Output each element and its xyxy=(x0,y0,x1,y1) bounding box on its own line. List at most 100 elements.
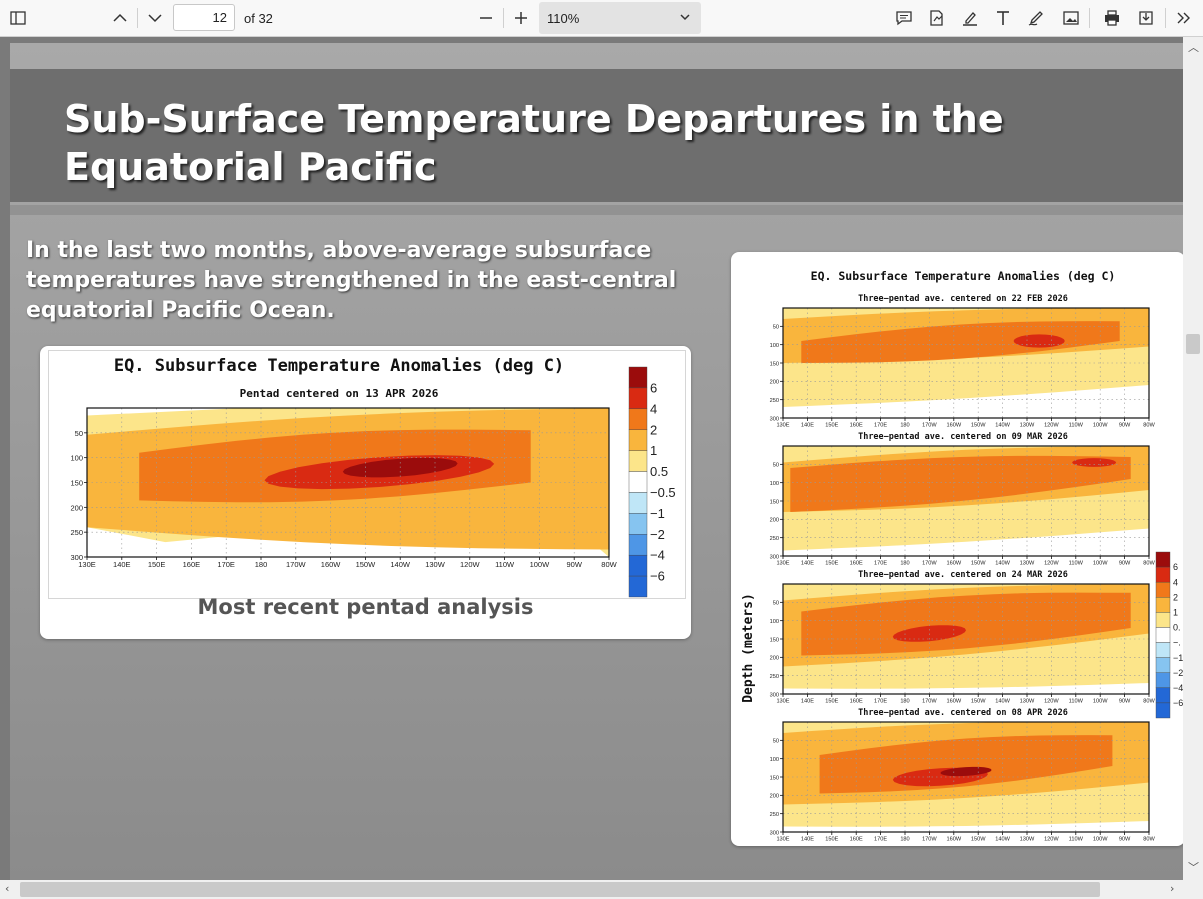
horizontal-scrollbar[interactable]: ‹ › xyxy=(0,880,1203,899)
pentad-anomaly-chart: EQ. Subsurface Temperature Anomalies (de… xyxy=(70,356,676,598)
colorbar-swatch xyxy=(628,492,648,514)
x-tick-label: 180 xyxy=(255,560,268,569)
vertical-scroll-thumb[interactable] xyxy=(1186,334,1200,354)
panel-body xyxy=(783,722,1149,832)
colorbar-swatch xyxy=(628,450,648,472)
scroll-up-icon[interactable]: ︿ xyxy=(1188,41,1199,54)
x-tick-label: 180 xyxy=(900,698,909,704)
anomaly-contour-orange xyxy=(801,592,1131,656)
colorbar-label: −. xyxy=(1173,638,1181,648)
highlight-icon[interactable] xyxy=(957,5,983,31)
colorbar-swatch xyxy=(1155,702,1171,719)
image-icon[interactable] xyxy=(1058,5,1084,31)
x-tick-label: 130E xyxy=(776,422,789,428)
y-tick-label: 300 xyxy=(770,830,779,836)
plus-icon[interactable] xyxy=(508,5,534,31)
sign-icon[interactable] xyxy=(924,5,950,31)
y-tick-label: 200 xyxy=(770,380,779,386)
colorbar-swatch xyxy=(1155,687,1171,704)
x-tick-label: 130W xyxy=(425,560,446,569)
x-tick-label: 170E xyxy=(874,560,887,566)
x-tick-label: 120W xyxy=(1044,836,1059,842)
colorbar-swatch xyxy=(1155,566,1171,583)
scroll-down-icon[interactable]: ﹀ xyxy=(1188,861,1199,874)
more-icon[interactable] xyxy=(1171,5,1197,31)
panel-subtitle: Three−pentad ave. centered on 24 MAR 202… xyxy=(858,570,1068,580)
x-tick-label: 150E xyxy=(825,698,838,704)
page-number-input[interactable] xyxy=(173,4,235,31)
colorbar-label: 4 xyxy=(650,401,657,416)
y-tick-label: 250 xyxy=(770,398,779,404)
x-tick-label: 100W xyxy=(1093,422,1108,428)
x-tick-label: 100W xyxy=(530,560,551,569)
minus-icon[interactable] xyxy=(473,5,499,31)
comment-icon[interactable] xyxy=(891,5,917,31)
x-tick-label: 100W xyxy=(1093,698,1108,704)
x-tick-label: 170W xyxy=(286,560,307,569)
pentad-chart-frame: EQ. Subsurface Temperature Anomalies (de… xyxy=(48,350,686,599)
x-tick-label: 140W xyxy=(995,560,1010,566)
panel-subtitle: Three−pentad ave. centered on 08 APR 202… xyxy=(858,708,1068,718)
y-tick-label: 250 xyxy=(770,674,779,680)
separator xyxy=(137,8,138,28)
vertical-scrollbar[interactable]: ︿ ﹀ xyxy=(1183,37,1203,880)
x-tick-label: 160W xyxy=(946,422,961,428)
panel-subtitle: Three−pentad ave. centered on 22 FEB 202… xyxy=(858,294,1068,304)
x-tick-label: 160E xyxy=(850,698,863,704)
chevron-up-icon[interactable] xyxy=(107,5,133,31)
panel-body xyxy=(783,308,1149,418)
chevron-down-icon[interactable] xyxy=(142,5,168,31)
colorbar-label: 1 xyxy=(650,443,657,458)
x-tick-label: 180 xyxy=(900,422,909,428)
three-pentad-anomaly-chart: EQ. Subsurface Temperature Anomalies (de… xyxy=(741,269,1183,842)
pdf-toolbar: of 32 110% xyxy=(0,0,1203,37)
slide-page: Sub-Surface Temperature Departures in th… xyxy=(10,43,1183,880)
scroll-left-icon[interactable]: ‹ xyxy=(5,882,10,895)
y-tick-label: 150 xyxy=(770,361,779,367)
x-tick-label: 140E xyxy=(801,698,814,704)
text-icon[interactable] xyxy=(990,5,1016,31)
x-tick-label: 140E xyxy=(801,560,814,566)
panel-body xyxy=(87,408,609,557)
x-tick-label: 160W xyxy=(946,560,961,566)
colorbar-swatch xyxy=(1155,627,1171,643)
colorbar-swatch xyxy=(628,534,648,556)
x-tick-label: 130E xyxy=(78,560,96,569)
anomaly-contour-red xyxy=(1072,458,1117,467)
x-tick-label: 130E xyxy=(776,560,789,566)
colorbar-swatch xyxy=(628,471,648,493)
colorbar-swatch xyxy=(1155,551,1171,568)
document-viewport[interactable]: Sub-Surface Temperature Departures in th… xyxy=(0,37,1183,880)
y-tick-label: 250 xyxy=(70,528,83,537)
x-tick-label: 170W xyxy=(922,422,937,428)
x-tick-label: 150W xyxy=(356,560,377,569)
three-pentad-card: EQ. Subsurface Temperature Anomalies (de… xyxy=(731,252,1183,846)
zoom-select[interactable]: 110% xyxy=(539,2,701,34)
y-tick-label: 50 xyxy=(773,601,779,607)
y-tick-label: 150 xyxy=(70,479,83,488)
anomaly-contour-orange xyxy=(819,735,1113,794)
x-tick-label: 150W xyxy=(971,422,986,428)
sidebar-icon[interactable] xyxy=(5,5,31,31)
x-tick-label: 160E xyxy=(850,836,863,842)
colorbar-swatch xyxy=(1155,612,1171,628)
panel-body xyxy=(783,584,1149,694)
x-tick-label: 150W xyxy=(971,698,986,704)
y-tick-label: 200 xyxy=(770,518,779,524)
colorbar: 6 4 2 1 0.5 −0.5 −1 −2 −4 −6 xyxy=(628,366,676,598)
y-tick-label: 50 xyxy=(773,739,779,745)
x-tick-label: 160W xyxy=(321,560,342,569)
panel-subtitle: Three−pentad ave. centered on 09 MAR 202… xyxy=(858,432,1068,442)
x-tick-label: 170E xyxy=(874,698,887,704)
x-tick-label: 170E xyxy=(217,560,235,569)
colorbar-swatch xyxy=(628,554,648,577)
y-tick-label: 50 xyxy=(75,429,83,438)
y-tick-label: 150 xyxy=(770,637,779,643)
print-icon[interactable] xyxy=(1099,5,1125,31)
save-icon[interactable] xyxy=(1133,5,1159,31)
horizontal-scroll-thumb[interactable] xyxy=(20,882,1100,897)
x-tick-label: 140W xyxy=(995,422,1010,428)
scroll-right-icon[interactable]: › xyxy=(1170,882,1175,895)
draw-icon[interactable] xyxy=(1023,5,1049,31)
heatmap-panel-1: 130E 140E 150E 160E 170E 180 170W 160W 150W 140W 1… xyxy=(770,307,1155,428)
